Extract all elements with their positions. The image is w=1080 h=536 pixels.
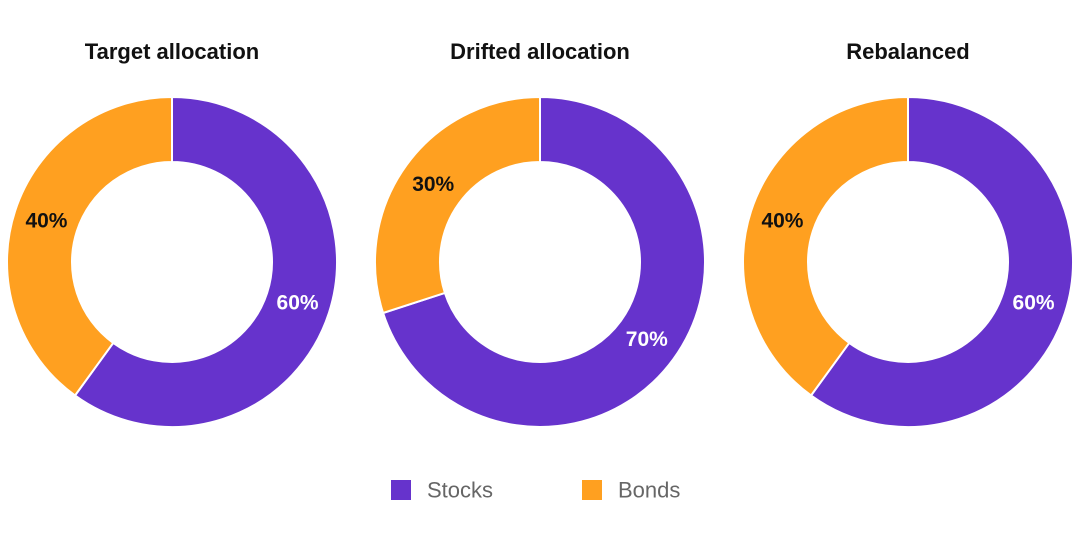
data-label-bonds: 40% [25,210,67,233]
data-label-bonds: 40% [761,210,803,233]
slice-stocks [809,95,1074,428]
slice-bonds [742,95,909,397]
chart-title: Drifted allocation [450,39,630,64]
chart-title: Rebalanced [846,39,970,64]
slice-stocks [381,95,706,428]
slice-bonds [6,95,173,397]
legend-swatch-bonds [582,480,602,500]
legend-label-bonds: Bonds [618,478,680,503]
data-label-stocks: 60% [1013,291,1055,314]
data-label-stocks: 60% [277,291,319,314]
data-label-stocks: 70% [626,328,668,351]
slice-bonds [374,95,541,315]
legend-swatch-stocks [391,480,411,500]
data-label-bonds: 30% [412,173,454,196]
legend-label-stocks: Stocks [427,478,493,503]
chart-title: Target allocation [85,39,259,64]
slice-stocks [73,95,338,428]
